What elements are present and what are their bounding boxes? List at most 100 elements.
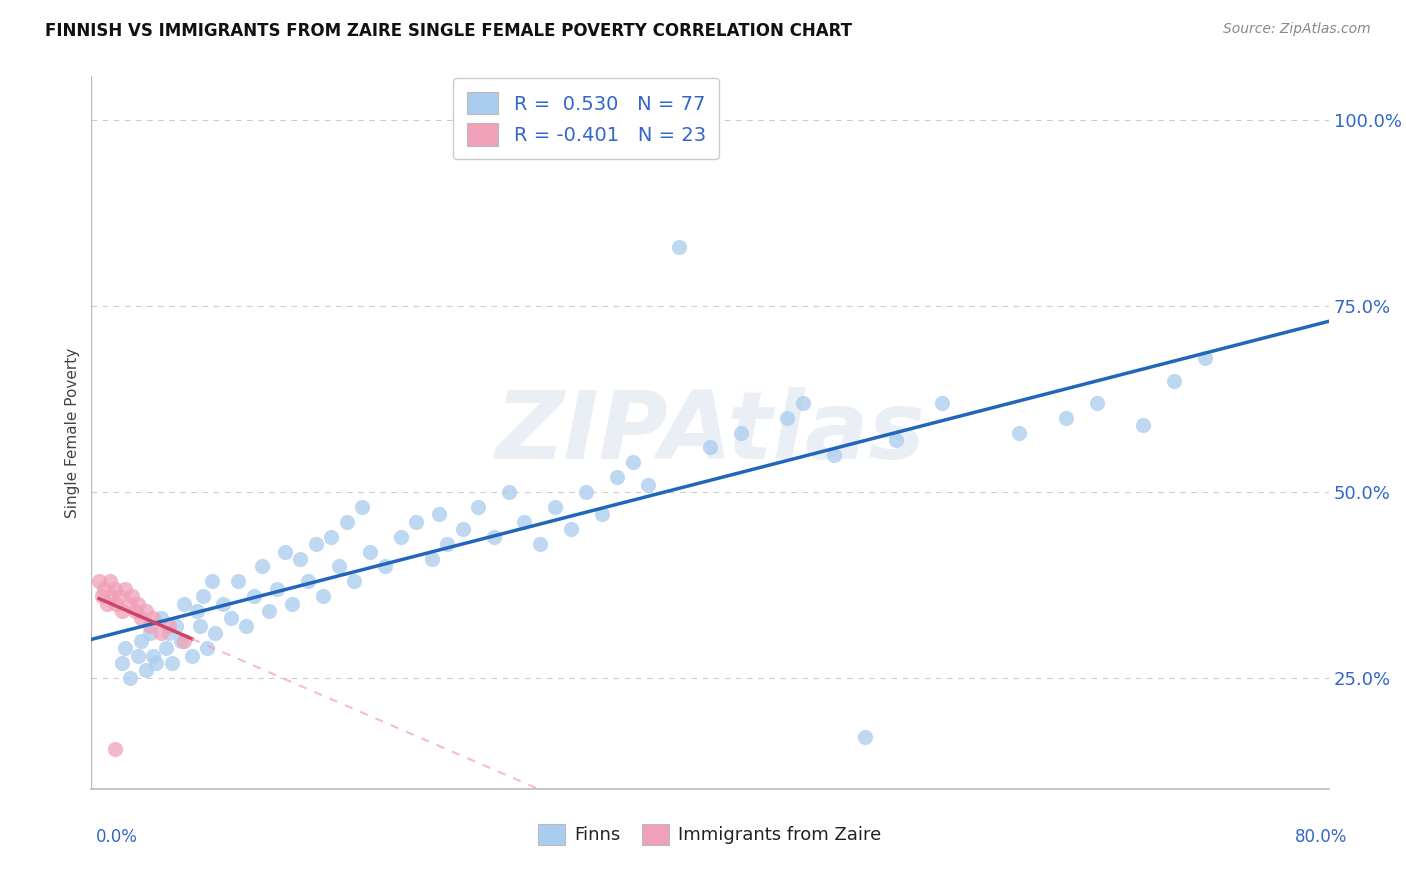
Point	[135, 664, 156, 678]
Point	[273, 544, 295, 558]
Point	[560, 522, 582, 536]
Point	[201, 574, 224, 589]
Point	[1194, 351, 1216, 366]
Point	[235, 619, 257, 633]
Point	[91, 589, 114, 603]
Point	[120, 671, 141, 685]
Point	[155, 641, 177, 656]
Point	[242, 589, 264, 603]
Point	[1085, 396, 1108, 410]
Point	[114, 641, 136, 656]
Point	[451, 522, 474, 536]
Point	[157, 619, 180, 633]
Point	[529, 537, 551, 551]
Point	[129, 611, 152, 625]
Point	[257, 604, 280, 618]
Point	[319, 530, 342, 544]
Point	[591, 508, 613, 522]
Point	[93, 582, 115, 596]
Point	[1132, 418, 1154, 433]
Y-axis label: Single Female Poverty: Single Female Poverty	[65, 348, 80, 517]
Point	[823, 448, 845, 462]
Point	[467, 500, 489, 514]
Point	[359, 544, 381, 558]
Point	[304, 537, 326, 551]
Point	[297, 574, 319, 589]
Point	[149, 626, 172, 640]
Point	[513, 515, 536, 529]
Point	[792, 396, 814, 410]
Point	[853, 731, 876, 745]
Text: 0.0%: 0.0%	[96, 828, 138, 846]
Point	[124, 604, 146, 618]
Text: ZIPAtlas: ZIPAtlas	[495, 386, 925, 479]
Point	[436, 537, 458, 551]
Point	[884, 433, 907, 447]
Point	[281, 597, 304, 611]
Point	[111, 604, 134, 618]
Point	[87, 574, 111, 589]
Point	[1008, 425, 1031, 440]
Point	[335, 515, 357, 529]
Point	[111, 656, 134, 670]
Point	[114, 582, 136, 596]
Point	[104, 582, 127, 596]
Point	[544, 500, 567, 514]
Point	[637, 477, 659, 491]
Point	[204, 626, 226, 640]
Point	[699, 441, 721, 455]
Point	[211, 597, 233, 611]
Point	[170, 633, 193, 648]
Point	[312, 589, 335, 603]
Point	[343, 574, 366, 589]
Point	[188, 619, 211, 633]
Point	[129, 633, 152, 648]
Point	[127, 597, 149, 611]
Point	[575, 485, 598, 500]
Point	[173, 597, 195, 611]
Point	[135, 604, 156, 618]
Point	[173, 633, 195, 648]
Point	[149, 611, 172, 625]
Point	[730, 425, 752, 440]
Point	[166, 619, 188, 633]
Point	[139, 626, 162, 640]
Point	[374, 559, 396, 574]
Point	[219, 611, 242, 625]
Point	[1054, 410, 1077, 425]
Point	[105, 597, 128, 611]
Point	[142, 648, 165, 663]
Point	[931, 396, 953, 410]
Point	[145, 656, 167, 670]
Point	[180, 648, 202, 663]
Point	[290, 552, 312, 566]
Point	[96, 597, 118, 611]
Point	[668, 240, 690, 254]
Point	[195, 641, 219, 656]
Point	[191, 589, 214, 603]
Point	[157, 626, 180, 640]
Point	[266, 582, 288, 596]
Point	[1163, 374, 1185, 388]
Text: FINNISH VS IMMIGRANTS FROM ZAIRE SINGLE FEMALE POVERTY CORRELATION CHART: FINNISH VS IMMIGRANTS FROM ZAIRE SINGLE …	[45, 22, 852, 40]
Point	[427, 508, 450, 522]
Point	[498, 485, 520, 500]
Legend: Finns, Immigrants from Zaire: Finns, Immigrants from Zaire	[531, 816, 889, 852]
Point	[127, 648, 149, 663]
Point	[139, 619, 162, 633]
Point	[776, 410, 799, 425]
Point	[606, 470, 628, 484]
Point	[121, 589, 143, 603]
Point	[117, 597, 139, 611]
Point	[328, 559, 350, 574]
Point	[108, 589, 131, 603]
Point	[160, 656, 183, 670]
Point	[104, 741, 127, 756]
Text: 80.0%: 80.0%	[1295, 828, 1347, 846]
Point	[389, 530, 412, 544]
Point	[350, 500, 373, 514]
Point	[420, 552, 443, 566]
Point	[100, 589, 122, 603]
Text: Source: ZipAtlas.com: Source: ZipAtlas.com	[1223, 22, 1371, 37]
Point	[482, 530, 505, 544]
